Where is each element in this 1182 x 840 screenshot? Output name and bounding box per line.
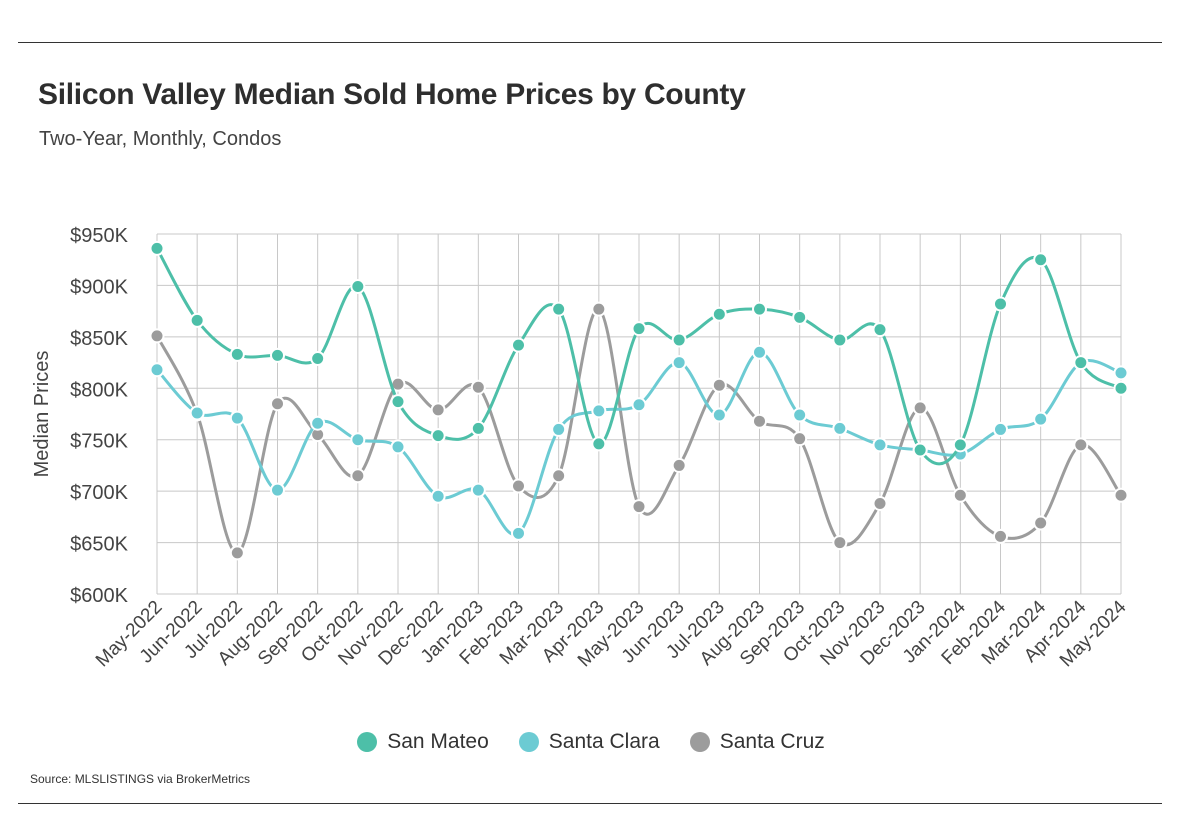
data-point-santa-clara bbox=[189, 405, 205, 421]
data-point-san-mateo bbox=[1073, 355, 1089, 371]
data-point-santa-cruz bbox=[952, 487, 968, 503]
data-point-santa-clara bbox=[310, 415, 326, 431]
data-point-santa-cruz bbox=[792, 431, 808, 447]
data-point-santa-cruz bbox=[1113, 487, 1129, 503]
legend: San Mateo Santa Clara Santa Cruz bbox=[0, 730, 1182, 754]
legend-swatch-santa-cruz bbox=[689, 732, 710, 752]
y-tick-label: $650K bbox=[70, 534, 128, 556]
data-point-santa-clara bbox=[511, 525, 526, 541]
data-point-san-mateo bbox=[551, 301, 567, 317]
y-tick-label: $900K bbox=[70, 276, 128, 298]
data-point-santa-clara bbox=[149, 362, 165, 378]
data-point-santa-clara bbox=[631, 397, 647, 413]
data-point-san-mateo bbox=[993, 296, 1008, 312]
data-point-santa-clara bbox=[551, 421, 567, 437]
data-point-santa-clara bbox=[832, 420, 848, 436]
data-point-san-mateo bbox=[671, 332, 687, 348]
data-point-santa-cruz bbox=[711, 377, 727, 393]
data-point-santa-clara bbox=[711, 407, 727, 423]
data-point-santa-cruz bbox=[229, 545, 245, 561]
data-point-santa-clara bbox=[350, 432, 366, 448]
data-point-santa-cruz bbox=[551, 468, 567, 484]
data-point-san-mateo bbox=[390, 394, 406, 410]
source-note: Source: MLSLISTINGS via BrokerMetrics bbox=[30, 772, 251, 786]
data-point-santa-cruz bbox=[350, 468, 366, 484]
data-point-santa-clara bbox=[1113, 365, 1129, 381]
data-point-santa-cruz bbox=[591, 301, 607, 317]
y-tick-label: $750K bbox=[70, 431, 128, 453]
line-chart: $600K $650K $700K $750K $800K $850K $900K $950K… bbox=[31, 225, 1131, 671]
legend-label-san-mateo: San Mateo bbox=[387, 730, 489, 753]
data-point-santa-clara bbox=[229, 410, 245, 426]
legend-swatch-santa-clara bbox=[518, 732, 539, 752]
chart-title: Silicon Valley Median Sold Home Prices b… bbox=[38, 78, 746, 111]
y-tick-label: $850K bbox=[70, 328, 128, 350]
data-point-santa-cruz bbox=[430, 402, 446, 418]
legend-item-santa-clara: Santa Clara bbox=[518, 730, 660, 754]
data-point-san-mateo bbox=[872, 322, 888, 338]
data-point-santa-cruz bbox=[270, 396, 285, 412]
data-point-san-mateo bbox=[430, 428, 446, 444]
data-point-san-mateo bbox=[1113, 380, 1129, 396]
data-point-santa-cruz bbox=[1073, 437, 1089, 453]
data-point-san-mateo bbox=[591, 436, 607, 452]
data-point-santa-cruz bbox=[912, 400, 928, 416]
data-point-san-mateo bbox=[752, 301, 767, 317]
data-point-san-mateo bbox=[711, 306, 727, 322]
data-point-santa-cruz bbox=[993, 528, 1008, 544]
y-tick-label: $600K bbox=[70, 585, 128, 607]
data-point-san-mateo bbox=[511, 337, 526, 353]
legend-label-santa-clara: Santa Clara bbox=[548, 730, 660, 753]
data-point-san-mateo bbox=[350, 278, 366, 294]
y-tick-label: $950K bbox=[70, 225, 128, 247]
data-point-santa-cruz bbox=[511, 478, 526, 494]
data-point-san-mateo bbox=[631, 321, 647, 337]
data-point-san-mateo bbox=[1033, 252, 1049, 268]
bottom-rule bbox=[18, 803, 1162, 804]
series-line-santa-cruz bbox=[155, 307, 1123, 555]
data-point-santa-cruz bbox=[631, 499, 647, 515]
data-point-santa-cruz bbox=[671, 457, 687, 473]
data-point-santa-clara bbox=[872, 437, 888, 453]
data-point-santa-clara bbox=[752, 344, 767, 360]
data-point-san-mateo bbox=[229, 346, 245, 362]
data-point-santa-cruz bbox=[832, 535, 848, 551]
legend-item-santa-cruz: Santa Cruz bbox=[689, 730, 825, 754]
legend-swatch-san-mateo bbox=[357, 732, 378, 752]
data-point-san-mateo bbox=[792, 309, 808, 325]
data-point-santa-clara bbox=[993, 421, 1008, 437]
legend-label-santa-cruz: Santa Cruz bbox=[719, 730, 825, 753]
y-tick-label: $700K bbox=[70, 482, 128, 504]
chart-subtitle: Two-Year, Monthly, Condos bbox=[39, 128, 282, 150]
data-point-santa-cruz bbox=[752, 413, 767, 429]
data-point-san-mateo bbox=[310, 350, 326, 366]
data-point-san-mateo bbox=[832, 332, 848, 348]
data-point-santa-cruz bbox=[872, 495, 888, 511]
data-point-san-mateo bbox=[189, 312, 205, 328]
y-axis-label: Median Prices bbox=[31, 351, 53, 478]
data-point-santa-clara bbox=[792, 407, 808, 423]
y-tick-label: $800K bbox=[70, 379, 128, 401]
data-point-san-mateo bbox=[270, 347, 285, 363]
data-point-santa-cruz bbox=[149, 328, 165, 344]
data-point-santa-clara bbox=[470, 482, 486, 498]
series-line-san-mateo bbox=[155, 247, 1122, 466]
data-point-san-mateo bbox=[912, 442, 928, 458]
data-point-santa-clara bbox=[390, 439, 406, 455]
data-point-santa-clara bbox=[591, 403, 607, 419]
data-point-san-mateo bbox=[470, 420, 486, 436]
data-point-santa-cruz bbox=[470, 379, 486, 395]
data-point-santa-clara bbox=[270, 482, 285, 498]
data-point-san-mateo bbox=[149, 240, 165, 256]
data-point-san-mateo bbox=[952, 437, 968, 453]
data-point-santa-cruz bbox=[1033, 515, 1049, 531]
data-point-santa-clara bbox=[430, 488, 446, 504]
data-point-santa-clara bbox=[671, 355, 687, 371]
legend-item-san-mateo: San Mateo bbox=[357, 730, 489, 754]
data-point-santa-clara bbox=[1033, 411, 1049, 427]
top-rule bbox=[18, 42, 1162, 43]
